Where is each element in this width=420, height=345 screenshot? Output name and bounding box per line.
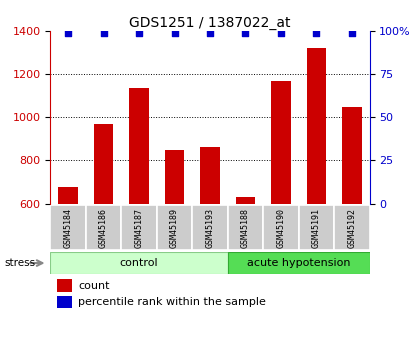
Point [242,30,249,36]
Bar [121,205,157,250]
Bar [57,296,72,308]
Point [171,30,178,36]
Point [207,30,213,36]
Bar [307,48,326,204]
Text: GSM45192: GSM45192 [347,208,356,248]
Text: GSM45187: GSM45187 [134,208,144,248]
Bar [129,88,149,204]
Bar [342,107,362,204]
Bar [299,205,334,250]
Point [65,30,71,36]
Text: acute hypotension: acute hypotension [247,258,350,268]
Title: GDS1251 / 1387022_at: GDS1251 / 1387022_at [129,16,291,30]
Text: count: count [79,281,110,290]
Text: stress: stress [4,258,35,268]
Bar [94,124,113,204]
Bar [200,148,220,204]
Text: GSM45193: GSM45193 [205,208,215,248]
Point [313,30,320,36]
Text: control: control [120,258,158,268]
Text: GSM45189: GSM45189 [170,208,179,248]
Bar [271,81,291,204]
Point [278,30,284,36]
Bar [58,187,78,204]
Bar [263,205,299,250]
Bar [334,205,370,250]
Text: GSM45191: GSM45191 [312,208,321,248]
Bar [236,197,255,204]
Bar [157,205,192,250]
Bar [57,279,72,292]
Bar [228,252,370,274]
Bar [165,150,184,204]
Bar [50,205,86,250]
Text: GSM45190: GSM45190 [276,208,286,248]
Point [136,30,142,36]
Bar [228,205,263,250]
Point [100,30,107,36]
Text: GSM45184: GSM45184 [64,208,73,248]
Bar [86,205,121,250]
Bar [50,252,228,274]
Bar [192,205,228,250]
Point [349,30,355,36]
Text: percentile rank within the sample: percentile rank within the sample [79,297,266,307]
Text: GSM45186: GSM45186 [99,208,108,248]
Text: GSM45188: GSM45188 [241,208,250,248]
